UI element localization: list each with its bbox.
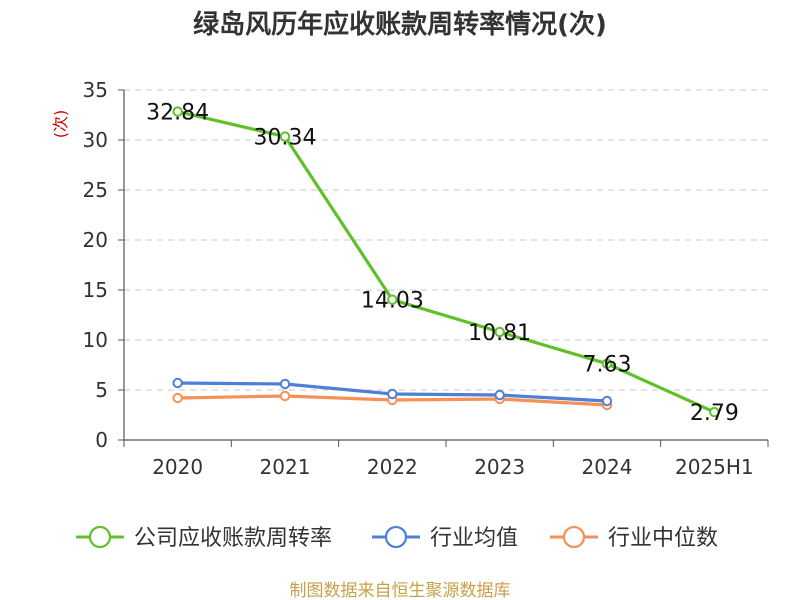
data-point-1-3 <box>494 389 505 401</box>
x-tick-label-2023: 2023 <box>474 455 525 479</box>
legend-label-2: 行业中位数 <box>608 526 718 551</box>
data-point-0-1 <box>279 131 291 142</box>
y-axis-label: (次) <box>51 110 70 139</box>
x-tick-label-2021: 2021 <box>260 455 311 479</box>
y-tick-label-5: 5 <box>95 378 108 402</box>
y-tick-label-25: 25 <box>83 178 108 202</box>
series-0 <box>172 106 720 418</box>
data-point-0-5 <box>709 406 720 418</box>
data-point-1-1 <box>279 378 291 390</box>
grid-lines <box>124 89 768 391</box>
source-note: 制图数据来自恒生聚源数据库 <box>290 581 511 600</box>
data-label-0-3: 10.81 <box>468 321 531 346</box>
data-label-0-0: 32.84 <box>146 101 209 126</box>
data-point-1-2 <box>387 388 398 400</box>
data-label-0-5: 2.79 <box>690 401 739 426</box>
x-tick-label-2024: 2024 <box>582 455 633 479</box>
y-tick-label-15: 15 <box>83 278 108 302</box>
data-label-0-2: 14.03 <box>361 289 424 314</box>
data-labels: 32.84 30.34 14.03 10.81 7.63 2.79 <box>146 101 739 427</box>
y-tick-label-20: 20 <box>83 228 108 252</box>
chart-title: 绿岛风历年应收账款周转率情况(次) <box>193 9 607 40</box>
data-point-2-0 <box>172 392 183 404</box>
data-point-1-0 <box>172 377 183 389</box>
data-label-0-1: 30.34 <box>254 126 317 151</box>
legend-item-2: 行业中位数 <box>550 525 718 551</box>
y-tick-label-0: 0 <box>95 428 108 452</box>
legend-swatch-marker-0 <box>88 525 112 549</box>
x-tick-label-2022: 2022 <box>367 455 418 479</box>
legend-item-1: 行业均值 <box>372 525 518 551</box>
series-line-0 <box>176 109 716 414</box>
legend-item-0: 公司应收账款周转率 <box>76 525 332 551</box>
data-point-0-2 <box>387 294 398 305</box>
data-point-2-1 <box>279 390 291 402</box>
y-tick-label-30: 30 <box>83 128 108 152</box>
data-point-0-4 <box>601 358 613 369</box>
legend-swatch-marker-1 <box>384 525 408 549</box>
data-label-0-4: 7.63 <box>583 353 632 378</box>
axes: 0 5 10 15 20 25 30 35 2020 2021 2022 2023 2024 2025H1 <box>83 78 769 479</box>
y-tick-label-10: 10 <box>83 328 108 352</box>
data-point-0-0 <box>172 106 183 117</box>
legend-label-0: 公司应收账款周转率 <box>134 526 332 551</box>
y-tick-label-35: 35 <box>83 78 108 102</box>
series-1 <box>172 377 613 407</box>
legend-label-1: 行业均值 <box>430 526 518 551</box>
legend: 公司应收账款周转率 行业均值 行业中位数 <box>76 525 718 551</box>
series-lines <box>172 106 720 418</box>
x-tick-label-2025H1: 2025H1 <box>675 455 754 479</box>
legend-swatch-marker-2 <box>562 525 586 549</box>
data-point-1-4 <box>601 395 613 407</box>
x-tick-label-2020: 2020 <box>152 455 203 479</box>
data-point-0-3 <box>494 326 505 338</box>
